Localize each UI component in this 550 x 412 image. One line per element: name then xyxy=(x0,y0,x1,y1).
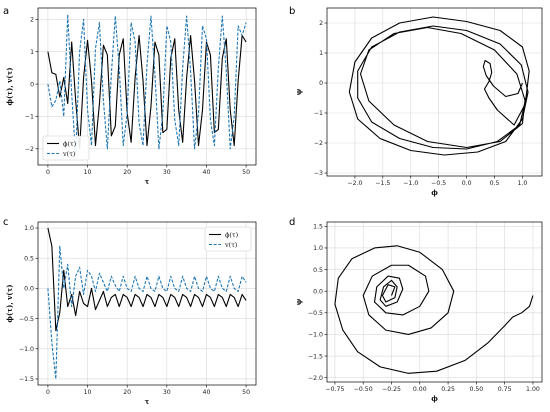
y-tick-label: −2 xyxy=(25,146,34,153)
x-tick-label: −2.0 xyxy=(347,180,362,187)
y-tick-label: −1 xyxy=(314,110,323,117)
x-axis-label: ϕ xyxy=(431,188,438,197)
x-tick-label: 30 xyxy=(163,389,171,396)
x-tick-label: −0.50 xyxy=(354,386,373,393)
legend: ϕ(τ) v(τ) xyxy=(204,226,252,252)
legend-label: v(τ) xyxy=(224,241,238,249)
y-axis-label: ϕ(τ), v(τ) xyxy=(5,67,14,105)
series-line-v xyxy=(47,13,247,156)
x-tick-label: −0.75 xyxy=(325,386,344,393)
legend-label: v(τ) xyxy=(62,150,76,158)
y-tick-label: −1.0 xyxy=(308,332,323,339)
x-tick-label: 0.5 xyxy=(490,180,500,187)
axes-frame xyxy=(37,7,257,166)
x-tick-label: 0.75 xyxy=(498,386,512,393)
x-tick-label: 0.25 xyxy=(441,386,455,393)
x-tick-label: −0.5 xyxy=(431,180,446,187)
chart-panel-b: −2.0 −1.5 −1.0 −0.5 0.0 0.5 1.0 −3 −2 −1 0 1 2 ϕ ψ xyxy=(294,7,543,197)
y-tick-label: −1.5 xyxy=(19,376,34,383)
chart-panel-d: −0.75 −0.50 −0.25 0.00 0.25 0.50 0.75 1.00 −2.0 −… xyxy=(294,221,543,403)
x-tick-label: −1.0 xyxy=(403,180,418,187)
panel-label-a: a xyxy=(3,6,9,17)
x-tick-label: 1.00 xyxy=(526,386,540,393)
y-axis-label: ϕ(τ), v(τ) xyxy=(5,284,14,322)
y-tick-label: 0.0 xyxy=(313,288,323,295)
series-line-phi xyxy=(47,227,247,332)
x-tick-label: 0.00 xyxy=(413,386,427,393)
y-axis-label: ψ xyxy=(294,88,303,95)
legend-label: ϕ(τ) xyxy=(63,140,77,148)
x-axis-label: τ xyxy=(145,397,150,406)
x-tick-label: 10 xyxy=(84,389,92,396)
y-tick-label: 1.0 xyxy=(24,225,34,232)
x-axis-label: ϕ xyxy=(431,394,438,403)
series-line-v xyxy=(47,245,247,380)
legend: ϕ(τ) v(τ) xyxy=(42,135,90,161)
y-tick-label: 1.5 xyxy=(313,224,323,231)
y-tick-label: −2 xyxy=(314,140,323,147)
y-tick-label: 0 xyxy=(30,81,34,88)
y-tick-label: −1.0 xyxy=(19,346,34,353)
chart-panel-c: 0 10 20 30 40 50 −1.5 −1.0 −0.5 0.0 0.5 1.0 τ ϕ(τ), v… xyxy=(5,221,257,406)
chart-panel-a: 0 10 20 30 40 50 −2 −1 0 1 2 τ ϕ(τ), v(τ) ϕ(τ) v(τ) xyxy=(5,7,257,186)
y-tick-label: −0.5 xyxy=(308,310,323,317)
y-tick-label: 2 xyxy=(319,20,323,27)
x-tick-label: 1.0 xyxy=(518,180,528,187)
y-tick-label: 2 xyxy=(30,17,34,24)
x-tick-label: 40 xyxy=(203,389,211,396)
y-tick-label: 1.0 xyxy=(313,245,323,252)
y-tick-label: 0.5 xyxy=(24,255,34,262)
y-tick-label: 1 xyxy=(319,50,323,57)
y-tick-label: 0.5 xyxy=(313,267,323,274)
y-axis-label: ψ xyxy=(294,298,303,305)
y-tick-label: −0.5 xyxy=(19,316,34,323)
y-tick-label: −2.0 xyxy=(308,375,323,382)
panel-label-d: d xyxy=(289,217,295,228)
series-line-phi xyxy=(348,16,530,156)
x-tick-label: 20 xyxy=(123,169,131,176)
y-tick-label: −1 xyxy=(25,114,34,121)
x-tick-label: 50 xyxy=(242,169,250,176)
series-line-phi xyxy=(47,34,247,150)
y-tick-label: −1.5 xyxy=(308,353,323,360)
x-tick-label: 10 xyxy=(84,169,92,176)
x-axis-label: τ xyxy=(145,177,150,186)
y-tick-label: −3 xyxy=(314,170,323,177)
x-tick-label: 0 xyxy=(46,169,50,176)
x-tick-label: 40 xyxy=(203,169,211,176)
panel-label-c: c xyxy=(3,217,9,228)
axes-frame xyxy=(37,221,257,386)
x-tick-label: 0 xyxy=(46,389,50,396)
x-tick-label: 50 xyxy=(242,389,250,396)
panel-label-b: b xyxy=(289,6,295,17)
x-tick-label: 30 xyxy=(163,169,171,176)
axes-frame xyxy=(326,221,543,383)
legend-label: ϕ(τ) xyxy=(225,231,239,239)
y-tick-label: 0.0 xyxy=(24,286,34,293)
series-line-phi xyxy=(334,245,534,374)
y-tick-label: 1 xyxy=(30,49,34,56)
x-tick-label: −0.25 xyxy=(382,386,401,393)
x-tick-label: 20 xyxy=(123,389,131,396)
axes-frame xyxy=(326,7,543,177)
x-tick-label: −1.5 xyxy=(375,180,390,187)
x-tick-label: 0.0 xyxy=(462,180,472,187)
x-tick-label: 0.50 xyxy=(469,386,483,393)
y-tick-label: 0 xyxy=(319,80,323,87)
